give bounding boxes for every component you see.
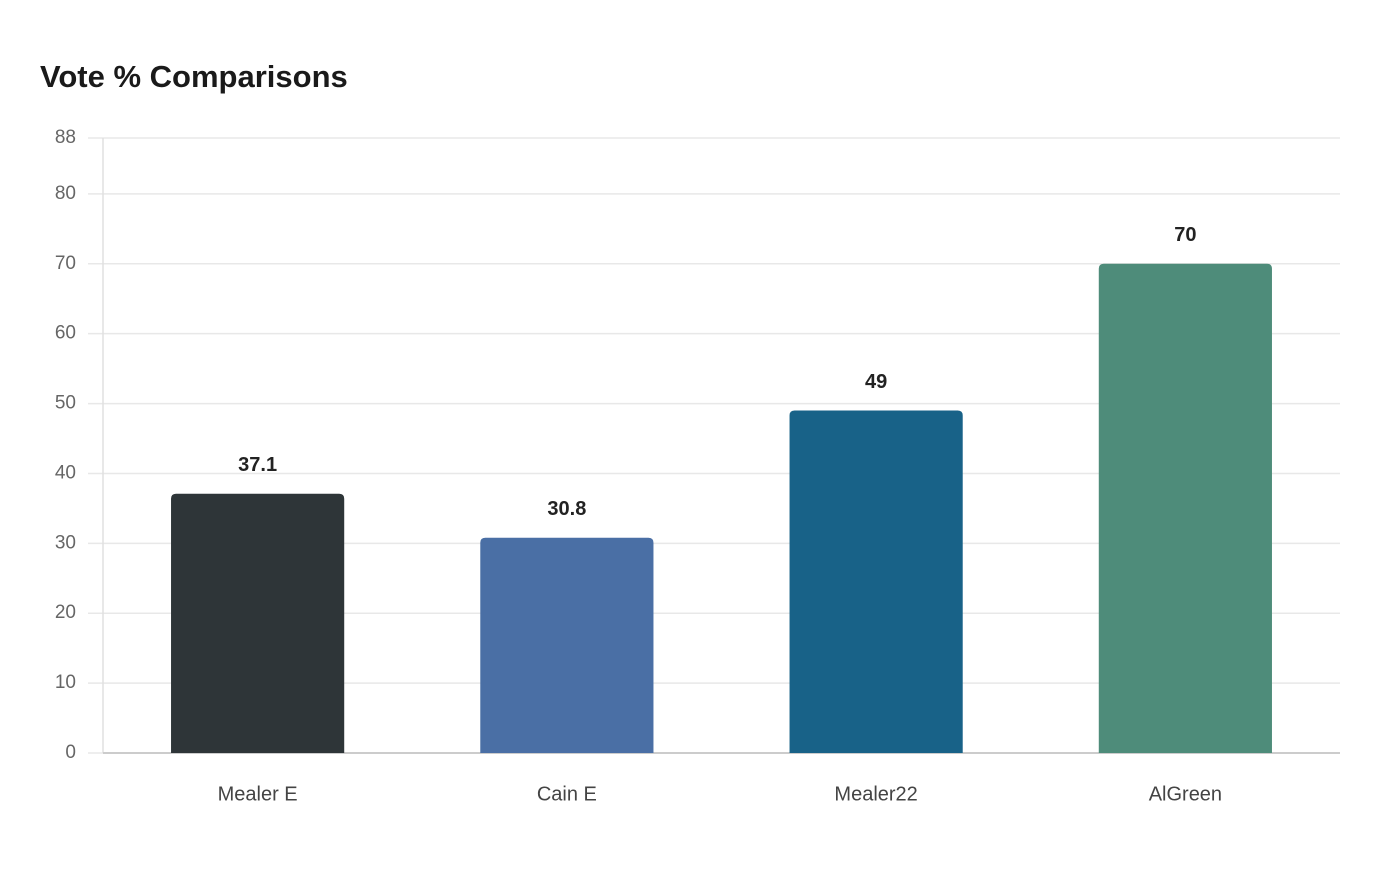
chart-title: Vote % Comparisons: [40, 59, 348, 94]
value-label: 49: [865, 371, 887, 393]
y-tick-label: 70: [55, 253, 76, 274]
bar: [1098, 263, 1272, 753]
y-tick-label: 10: [55, 672, 76, 693]
y-tick-label: 50: [55, 393, 76, 414]
x-tick-label: Mealer E: [218, 783, 298, 805]
y-tick-label: 40: [55, 462, 76, 483]
value-label: 30.8: [547, 498, 586, 520]
y-tick-label: 88: [55, 127, 76, 148]
value-label: 70: [1174, 224, 1196, 246]
y-tick-label: 0: [65, 742, 76, 763]
x-tick-label: AlGreen: [1149, 783, 1222, 805]
value-label: 37.1: [238, 454, 277, 476]
y-tick-label: 60: [55, 323, 76, 344]
x-tick-label: Mealer22: [834, 783, 917, 805]
y-tick-label: 30: [55, 532, 76, 553]
x-tick-label: Cain E: [537, 783, 597, 805]
y-tick-label: 80: [55, 183, 76, 204]
bar: [171, 493, 345, 753]
bar: [480, 537, 654, 753]
bar: [789, 410, 963, 753]
y-tick-label: 20: [55, 602, 76, 623]
